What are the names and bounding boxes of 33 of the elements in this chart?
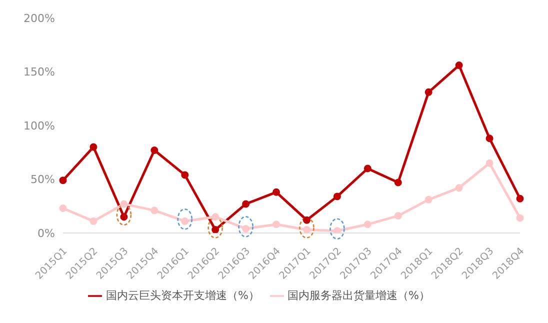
- point: [333, 192, 341, 200]
- point: [516, 194, 524, 202]
- point: [394, 212, 402, 220]
- point: [394, 178, 402, 186]
- point: [455, 62, 463, 70]
- point: [364, 220, 372, 228]
- point: [181, 171, 189, 179]
- point: [90, 217, 98, 225]
- point: [486, 134, 494, 142]
- point: [59, 176, 67, 184]
- point: [150, 146, 158, 154]
- y-tick-label: 50%: [30, 173, 55, 186]
- legend-label: 国内云巨头资本开支增速（%）: [106, 289, 260, 302]
- y-tick-label: 0%: [38, 226, 55, 240]
- point: [59, 204, 67, 212]
- point: [150, 206, 158, 214]
- point: [364, 164, 372, 172]
- point: [424, 196, 432, 204]
- point: [455, 184, 463, 192]
- point: [120, 200, 128, 208]
- point: [90, 143, 98, 151]
- y-tick-label: 100%: [24, 119, 55, 132]
- point: [272, 188, 280, 196]
- point: [486, 159, 494, 167]
- point: [272, 220, 280, 228]
- point: [212, 213, 220, 221]
- y-tick-label: 200%: [24, 12, 55, 25]
- point: [424, 88, 432, 96]
- legend-label: 国内服务器出货量增速（%）: [288, 289, 430, 302]
- point: [516, 214, 524, 222]
- y-tick-label: 150%: [24, 66, 55, 79]
- point: [302, 216, 310, 224]
- point: [242, 200, 250, 208]
